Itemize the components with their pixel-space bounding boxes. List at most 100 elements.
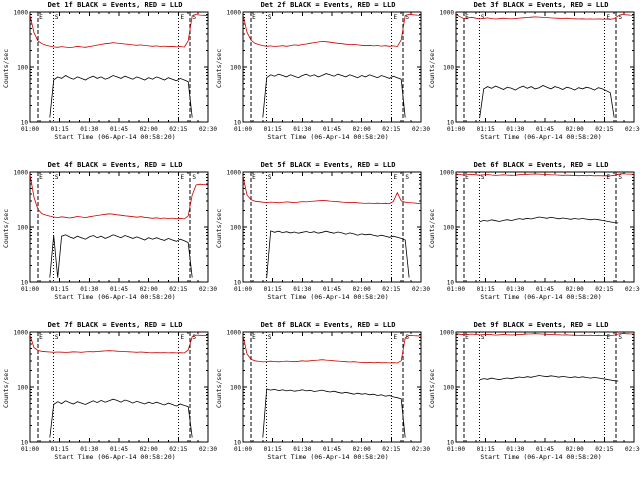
y-tick-label: 10 (234, 120, 242, 127)
x-tick-label: 01:30 (293, 126, 311, 133)
flag-letter: S (192, 334, 196, 341)
chart-title: Det 7f BLACK = Events, RED = LLD (47, 321, 183, 329)
series-lld-line (29, 174, 209, 220)
series-lld-line (242, 13, 422, 47)
series-events-line (262, 73, 406, 118)
y-tick-label: 100 (443, 225, 454, 232)
flag-letter: E (39, 174, 43, 181)
x-tick-label: 01:15 (51, 446, 69, 453)
flag-letter: S (618, 14, 622, 21)
x-tick-label: 01:15 (477, 286, 495, 293)
chart-title: Det 5f BLACK = Events, RED = LLD (260, 161, 396, 169)
plot-area: 01:00 01:15 01:30 01:45 02:00 02:15 02:30 10 100… (14, 330, 218, 454)
x-tick-label: 01:00 (447, 286, 465, 293)
x-tick-label: 01:45 (536, 126, 554, 133)
flag-letter: S (268, 14, 272, 21)
plot-axes (29, 171, 209, 283)
y-tick-label: 100 (443, 65, 454, 72)
y-tick-label: 10 (21, 440, 29, 447)
x-tick-label: 02:15 (382, 446, 400, 453)
chart-panel-det-1f: Det 1f BLACK = Events, RED = LLD Counts/… (0, 0, 217, 160)
flag-letter: S (618, 334, 622, 341)
flag-letter: S (268, 174, 272, 181)
plot-axes (455, 11, 635, 123)
flag-letter: E (465, 174, 469, 181)
y-tick-label: 100 (17, 225, 28, 232)
series-events-line (49, 75, 193, 118)
x-axis-label: Start Time (06-Apr-14 00:58:20) (54, 453, 176, 461)
flag-letter: S (405, 334, 409, 341)
chart-title: Det 9f BLACK = Events, RED = LLD (473, 321, 609, 329)
chart-title: Det 3f BLACK = Events, RED = LLD (473, 1, 609, 9)
x-axis-label: Start Time (06-Apr-14 00:58:20) (480, 133, 602, 141)
series-events-line (266, 230, 410, 278)
series-lld-line (455, 173, 635, 177)
x-tick-label: 01:00 (234, 446, 252, 453)
flag-letter: E (252, 334, 256, 341)
series-events-line (479, 216, 619, 224)
x-tick-label: 01:00 (21, 126, 39, 133)
series-lld-line (242, 175, 422, 205)
plot-axes (242, 11, 422, 123)
x-tick-label: 01:15 (264, 446, 282, 453)
x-axis-label: Start Time (06-Apr-14 00:58:20) (54, 133, 176, 141)
y-tick-label: 10 (447, 440, 455, 447)
x-tick-label: 02:30 (199, 286, 217, 293)
series-events-line (479, 375, 619, 382)
flag-letter: S (481, 334, 485, 341)
y-tick-label: 10 (21, 120, 29, 127)
x-tick-label: 01:45 (323, 286, 341, 293)
plot-axes (29, 11, 209, 123)
series-events-line (479, 85, 615, 118)
chart-panel-det-7f: Det 7f BLACK = Events, RED = LLD Counts/… (0, 320, 218, 480)
x-tick-label: 01:15 (264, 286, 282, 293)
series-lld-line (242, 334, 422, 364)
x-tick-label: 01:30 (80, 126, 98, 133)
flag-letter: S (481, 174, 485, 181)
flag-letter: E (252, 14, 256, 21)
x-tick-label: 02:30 (199, 446, 217, 453)
x-tick-label: 01:15 (51, 286, 69, 293)
x-tick-label: 01:45 (323, 446, 341, 453)
x-tick-label: 02:15 (382, 126, 400, 133)
x-tick-label: 02:00 (140, 286, 158, 293)
x-tick-label: 01:30 (506, 446, 524, 453)
x-tick-label: 01:00 (21, 446, 39, 453)
flag-letter: S (55, 14, 59, 21)
y-tick-label: 1000 (440, 330, 455, 337)
flag-letter: S (192, 14, 196, 21)
x-tick-label: 02:15 (169, 126, 187, 133)
flag-letter: E (393, 174, 397, 181)
x-tick-label: 01:15 (51, 126, 69, 133)
series-lld-line (29, 14, 209, 48)
x-tick-label: 02:30 (625, 286, 640, 293)
series-lld-line (455, 14, 635, 20)
x-axis-label: Start Time (06-Apr-14 00:58:20) (480, 453, 602, 461)
flag-letter: E (606, 334, 610, 341)
plot-area: 01:00 01:15 01:30 01:45 02:00 02:15 02:30 10 100… (227, 170, 431, 294)
flag-letter: E (606, 14, 610, 21)
flag-letter: E (465, 334, 469, 341)
x-tick-label: 02:00 (566, 286, 584, 293)
flag-letter: E (180, 334, 184, 341)
chart-panel-det-9f: Det 9f BLACK = Events, RED = LLD Counts/… (426, 320, 640, 480)
plot-area: 01:00 01:15 01:30 01:45 02:00 02:15 02:30 10 100… (440, 10, 640, 134)
y-tick-label: 100 (230, 385, 241, 392)
y-tick-label: 1000 (440, 10, 455, 17)
x-tick-label: 02:15 (595, 446, 613, 453)
x-tick-label: 01:00 (447, 126, 465, 133)
y-tick-label: 10 (447, 120, 455, 127)
x-tick-label: 02:30 (412, 446, 430, 453)
x-tick-label: 02:15 (169, 286, 187, 293)
x-tick-label: 02:15 (595, 126, 613, 133)
y-tick-label: 10 (21, 280, 29, 287)
x-tick-label: 02:00 (566, 446, 584, 453)
chart-title: Det 4f BLACK = Events, RED = LLD (47, 161, 183, 169)
chart-title: Det 2f BLACK = Events, RED = LLD (260, 1, 396, 9)
plot-axes (242, 171, 422, 283)
y-tick-label: 1000 (227, 10, 242, 17)
y-tick-label: 1000 (14, 10, 29, 17)
x-tick-label: 01:15 (264, 126, 282, 133)
y-tick-label: 10 (234, 280, 242, 287)
